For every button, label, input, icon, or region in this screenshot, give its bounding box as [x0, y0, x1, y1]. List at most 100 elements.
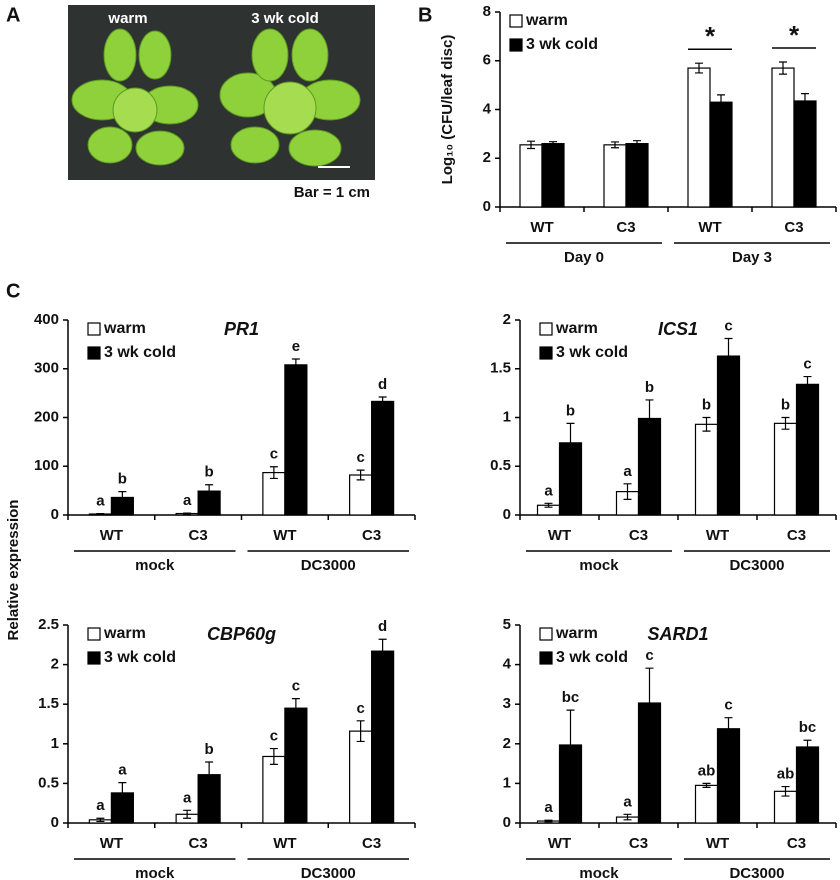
bar: [716, 355, 741, 516]
legend-label: warm: [555, 625, 598, 642]
data-label: c: [270, 728, 278, 745]
data-label: a: [118, 762, 127, 779]
y-tick-label: 2: [503, 311, 511, 328]
error-bar: [378, 396, 387, 407]
bar: [793, 100, 817, 208]
x-tick-label: WT: [100, 527, 123, 544]
x-tick-label: WT: [548, 527, 571, 544]
y-tick-label: 100: [34, 457, 59, 474]
y-tick-label: 300: [34, 360, 59, 377]
bar: [773, 422, 798, 516]
rosette: [219, 28, 361, 167]
x-tick-label: WT: [100, 835, 123, 852]
y-tick-label: 1.5: [38, 695, 59, 712]
error-bar: [633, 140, 641, 148]
y-tick-label: 0: [503, 506, 511, 523]
bar: [687, 67, 711, 208]
data-label: b: [781, 396, 790, 413]
x-tick-label: WT: [698, 219, 721, 236]
y-tick-label: 2: [51, 656, 59, 673]
group-label: mock: [135, 557, 175, 574]
x-tick-label: C3: [362, 835, 381, 852]
error-bar: [549, 141, 557, 147]
error-bar: [96, 512, 105, 516]
legend-label: warm: [525, 12, 568, 29]
data-label: a: [623, 463, 632, 480]
error-bar: [356, 469, 365, 481]
bar: [262, 755, 286, 824]
data-label: a: [544, 799, 553, 816]
y-tick-label: 400: [34, 311, 59, 328]
x-tick-label: WT: [273, 527, 296, 544]
x-tick-label: C3: [189, 527, 208, 544]
bar: [349, 474, 373, 516]
chart-title: ICS1: [658, 319, 698, 339]
error-bar: [291, 358, 300, 372]
legend-swatch: [87, 627, 101, 641]
x-tick-label: WT: [530, 219, 553, 236]
x-tick-label: WT: [548, 835, 571, 852]
group-label: Day 0: [564, 249, 604, 266]
y-tick-label: 0: [483, 198, 491, 215]
error-bar: [702, 416, 711, 432]
x-tick-label: C3: [189, 835, 208, 852]
group-label: DC3000: [301, 557, 356, 574]
error-bar: [803, 375, 812, 393]
error-bar: [781, 416, 790, 430]
x-tick-label: C3: [784, 219, 803, 236]
bar: [795, 383, 820, 516]
data-label: c: [356, 449, 364, 466]
y-tick-label: 2: [483, 149, 491, 166]
error-bar: [356, 720, 365, 743]
error-bar: [527, 140, 535, 150]
data-label: a: [96, 493, 105, 510]
bar: [519, 144, 543, 208]
legend-swatch: [87, 322, 101, 336]
group-label: DC3000: [301, 865, 356, 880]
y-tick-label: 0: [51, 814, 59, 831]
data-label: a: [183, 789, 192, 806]
error-bar: [724, 717, 733, 741]
error-bar: [118, 782, 127, 804]
data-label: c: [803, 356, 811, 373]
legend-label: warm: [103, 320, 146, 337]
legend-label: warm: [555, 320, 598, 337]
y-tick-label: 2: [503, 735, 511, 752]
x-tick-label: C3: [629, 527, 648, 544]
data-label: b: [645, 379, 654, 396]
significance-mark: *: [705, 21, 716, 51]
legend-label: 3 wk cold: [556, 649, 628, 666]
chart-title: SARD1: [647, 624, 708, 644]
data-label: a: [623, 793, 632, 810]
y-tick-label: 0.5: [490, 457, 511, 474]
photo-label: warm: [107, 10, 147, 27]
y-tick-label: 0: [503, 814, 511, 831]
x-tick-label: C3: [362, 527, 381, 544]
error-bar: [269, 747, 278, 765]
error-bar: [623, 813, 632, 821]
legend-swatch: [539, 651, 553, 665]
group-label: Day 3: [732, 249, 772, 266]
error-bar: [566, 709, 575, 781]
data-label: c: [270, 446, 278, 463]
error-bar: [566, 422, 575, 463]
x-tick-label: C3: [787, 527, 806, 544]
error-bar: [96, 817, 105, 823]
bar: [541, 143, 565, 208]
y-tick-label: 2.5: [38, 616, 59, 633]
x-tick-label: WT: [706, 527, 729, 544]
data-label: bc: [562, 689, 580, 706]
error-bar: [205, 484, 214, 499]
data-label: b: [702, 396, 711, 413]
data-label: a: [183, 492, 192, 509]
data-label: c: [724, 697, 732, 714]
bar: [716, 728, 741, 824]
data-label: c: [724, 317, 732, 334]
error-bar: [695, 62, 703, 74]
error-bar: [269, 466, 278, 480]
x-tick-label: WT: [706, 835, 729, 852]
scale-bar-label: Bar = 1 cm: [294, 184, 370, 201]
legend-swatch: [539, 627, 553, 641]
chart-title: CBP60g: [207, 624, 276, 644]
panel-label: B: [418, 4, 432, 26]
